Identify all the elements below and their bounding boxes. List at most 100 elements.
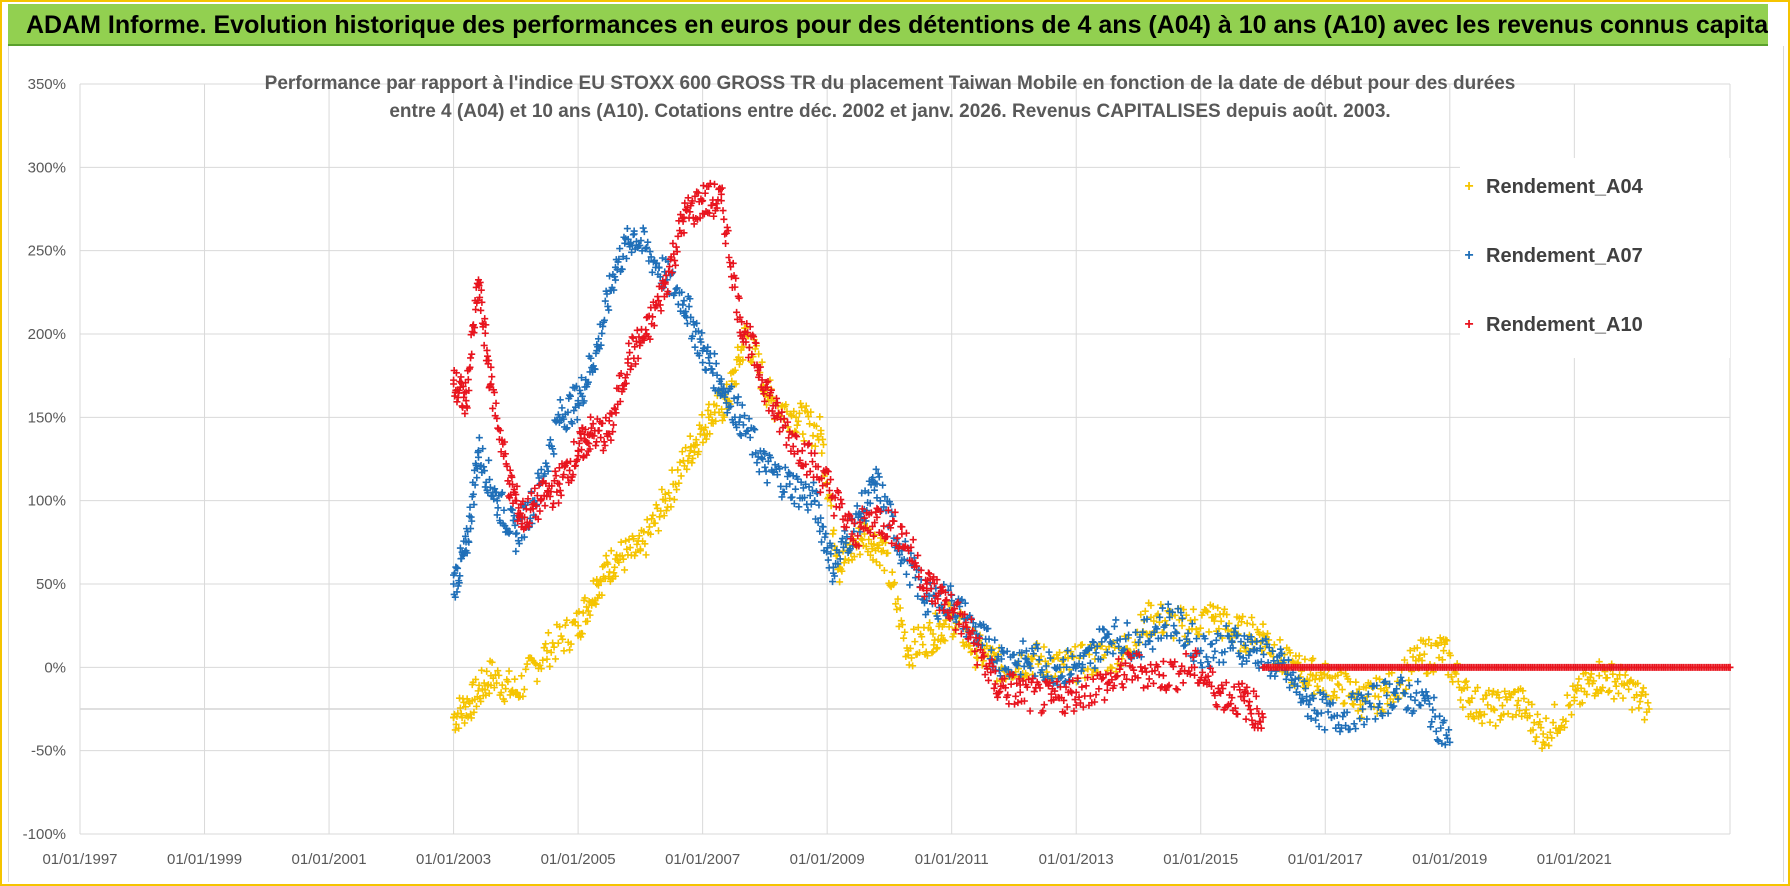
- data-point-dense: [767, 386, 775, 394]
- data-point-dense: [1427, 642, 1435, 650]
- data-point-dense: [1079, 703, 1087, 711]
- data-point-dense: [1128, 676, 1136, 684]
- chart-title-line-2: entre 4 (A04) et 10 ans (A10). Cotations…: [389, 101, 1391, 122]
- data-point-dense: [1241, 641, 1249, 649]
- data-point-dense: [534, 515, 542, 523]
- data-point-dense: [1251, 720, 1259, 728]
- data-point-dense: [1064, 654, 1072, 662]
- data-point-dense: [805, 483, 813, 491]
- data-point-dense: [1149, 645, 1157, 653]
- data-point-dense: [1353, 695, 1361, 703]
- data-point-dense: [1172, 685, 1180, 693]
- data-point-dense: [1294, 682, 1302, 690]
- data-point-dense: [640, 228, 648, 236]
- data-point-dense: [880, 503, 888, 511]
- data-point-dense: [1531, 737, 1539, 745]
- data-point-dense: [1011, 700, 1019, 708]
- data-point-dense: [834, 489, 842, 497]
- data-point-dense: [1256, 630, 1264, 638]
- data-point-dense: [1440, 716, 1448, 724]
- data-point-dense: [968, 615, 976, 623]
- data-point-dense: [1213, 703, 1221, 711]
- data-point-dense: [1633, 691, 1641, 699]
- data-point-dense: [1072, 701, 1080, 709]
- data-point-dense: [836, 503, 844, 511]
- data-point-dense: [476, 278, 484, 286]
- data-point-dense: [490, 684, 498, 692]
- data-point-dense: [1621, 671, 1629, 679]
- data-point-dense: [1000, 674, 1008, 682]
- data-point-dense: [1236, 652, 1244, 660]
- data-point-dense: [996, 688, 1004, 696]
- data-point-dense: [468, 350, 476, 358]
- data-point-dense: [560, 647, 568, 655]
- data-point-dense: [1262, 635, 1270, 643]
- data-point-dense: [804, 412, 812, 420]
- data-point-dense: [584, 378, 592, 386]
- data-point-dense: [525, 522, 533, 530]
- data-point-dense: [633, 540, 641, 548]
- data-point-dense: [598, 419, 606, 427]
- data-point-dense: [647, 530, 655, 538]
- data-point-dense: [1537, 724, 1545, 732]
- data-point-dense: [1283, 670, 1291, 678]
- data-point-dense: [495, 671, 503, 679]
- data-point-dense: [1421, 640, 1429, 648]
- data-point-dense: [515, 504, 523, 512]
- data-point-dense: [1084, 665, 1092, 673]
- data-point-dense: [952, 626, 960, 634]
- data-point-dense: [864, 489, 872, 497]
- data-point-dense: [819, 482, 827, 490]
- data-point-dense: [1239, 654, 1247, 662]
- data-point-dense: [1188, 620, 1196, 628]
- data-point-dense: [533, 677, 541, 685]
- data-point-dense: [1046, 654, 1054, 662]
- data-point-dense: [1093, 642, 1101, 650]
- data-point-dense: [598, 591, 606, 599]
- data-point-dense: [971, 647, 979, 655]
- data-point-dense: [1201, 635, 1209, 643]
- data-point-dense: [471, 324, 479, 332]
- data-point-dense: [537, 496, 545, 504]
- data-point-dense: [1024, 659, 1032, 667]
- data-point-dense: [650, 322, 658, 330]
- data-point-dense: [1125, 631, 1133, 639]
- y-tick-label: 100%: [28, 493, 66, 510]
- legend-label-a04: Rendement_A04: [1486, 175, 1643, 198]
- data-point-dense: [477, 286, 485, 294]
- data-point-dense: [871, 479, 879, 487]
- data-point: [1147, 613, 1155, 621]
- data-point-dense: [1004, 691, 1012, 699]
- data-point-dense: [455, 579, 463, 587]
- data-point-dense: [698, 411, 706, 419]
- data-point-dense: [1046, 679, 1054, 687]
- data-point-dense: [1116, 665, 1124, 673]
- data-point-dense: [1022, 647, 1030, 655]
- data-point-dense: [1432, 727, 1440, 735]
- data-point-dense: [1343, 708, 1351, 716]
- data-point-dense: [876, 497, 884, 505]
- data-point-dense: [957, 630, 965, 638]
- data-point-dense: [550, 450, 558, 458]
- data-point: [450, 580, 458, 588]
- y-tick-label: 0%: [44, 659, 66, 676]
- data-point-dense: [881, 493, 889, 501]
- data-point-dense: [974, 641, 982, 649]
- data-point-dense: [501, 438, 509, 446]
- data-point-dense: [491, 485, 499, 493]
- data-point-dense: [1609, 670, 1617, 678]
- data-point-dense: [914, 551, 922, 559]
- data-point-dense: [554, 479, 562, 487]
- data-point-dense: [632, 337, 640, 345]
- data-point-dense: [1058, 672, 1066, 680]
- data-point-dense: [927, 626, 935, 634]
- data-point-dense: [498, 489, 506, 497]
- data-point-dense: [482, 321, 490, 329]
- data-point-dense: [846, 512, 854, 520]
- data-point-dense: [533, 502, 541, 510]
- data-point-dense: [973, 661, 981, 669]
- data-point-dense: [776, 465, 784, 473]
- data-point-dense: [1090, 639, 1098, 647]
- data-point-dense: [623, 225, 631, 233]
- data-point-dense: [658, 486, 666, 494]
